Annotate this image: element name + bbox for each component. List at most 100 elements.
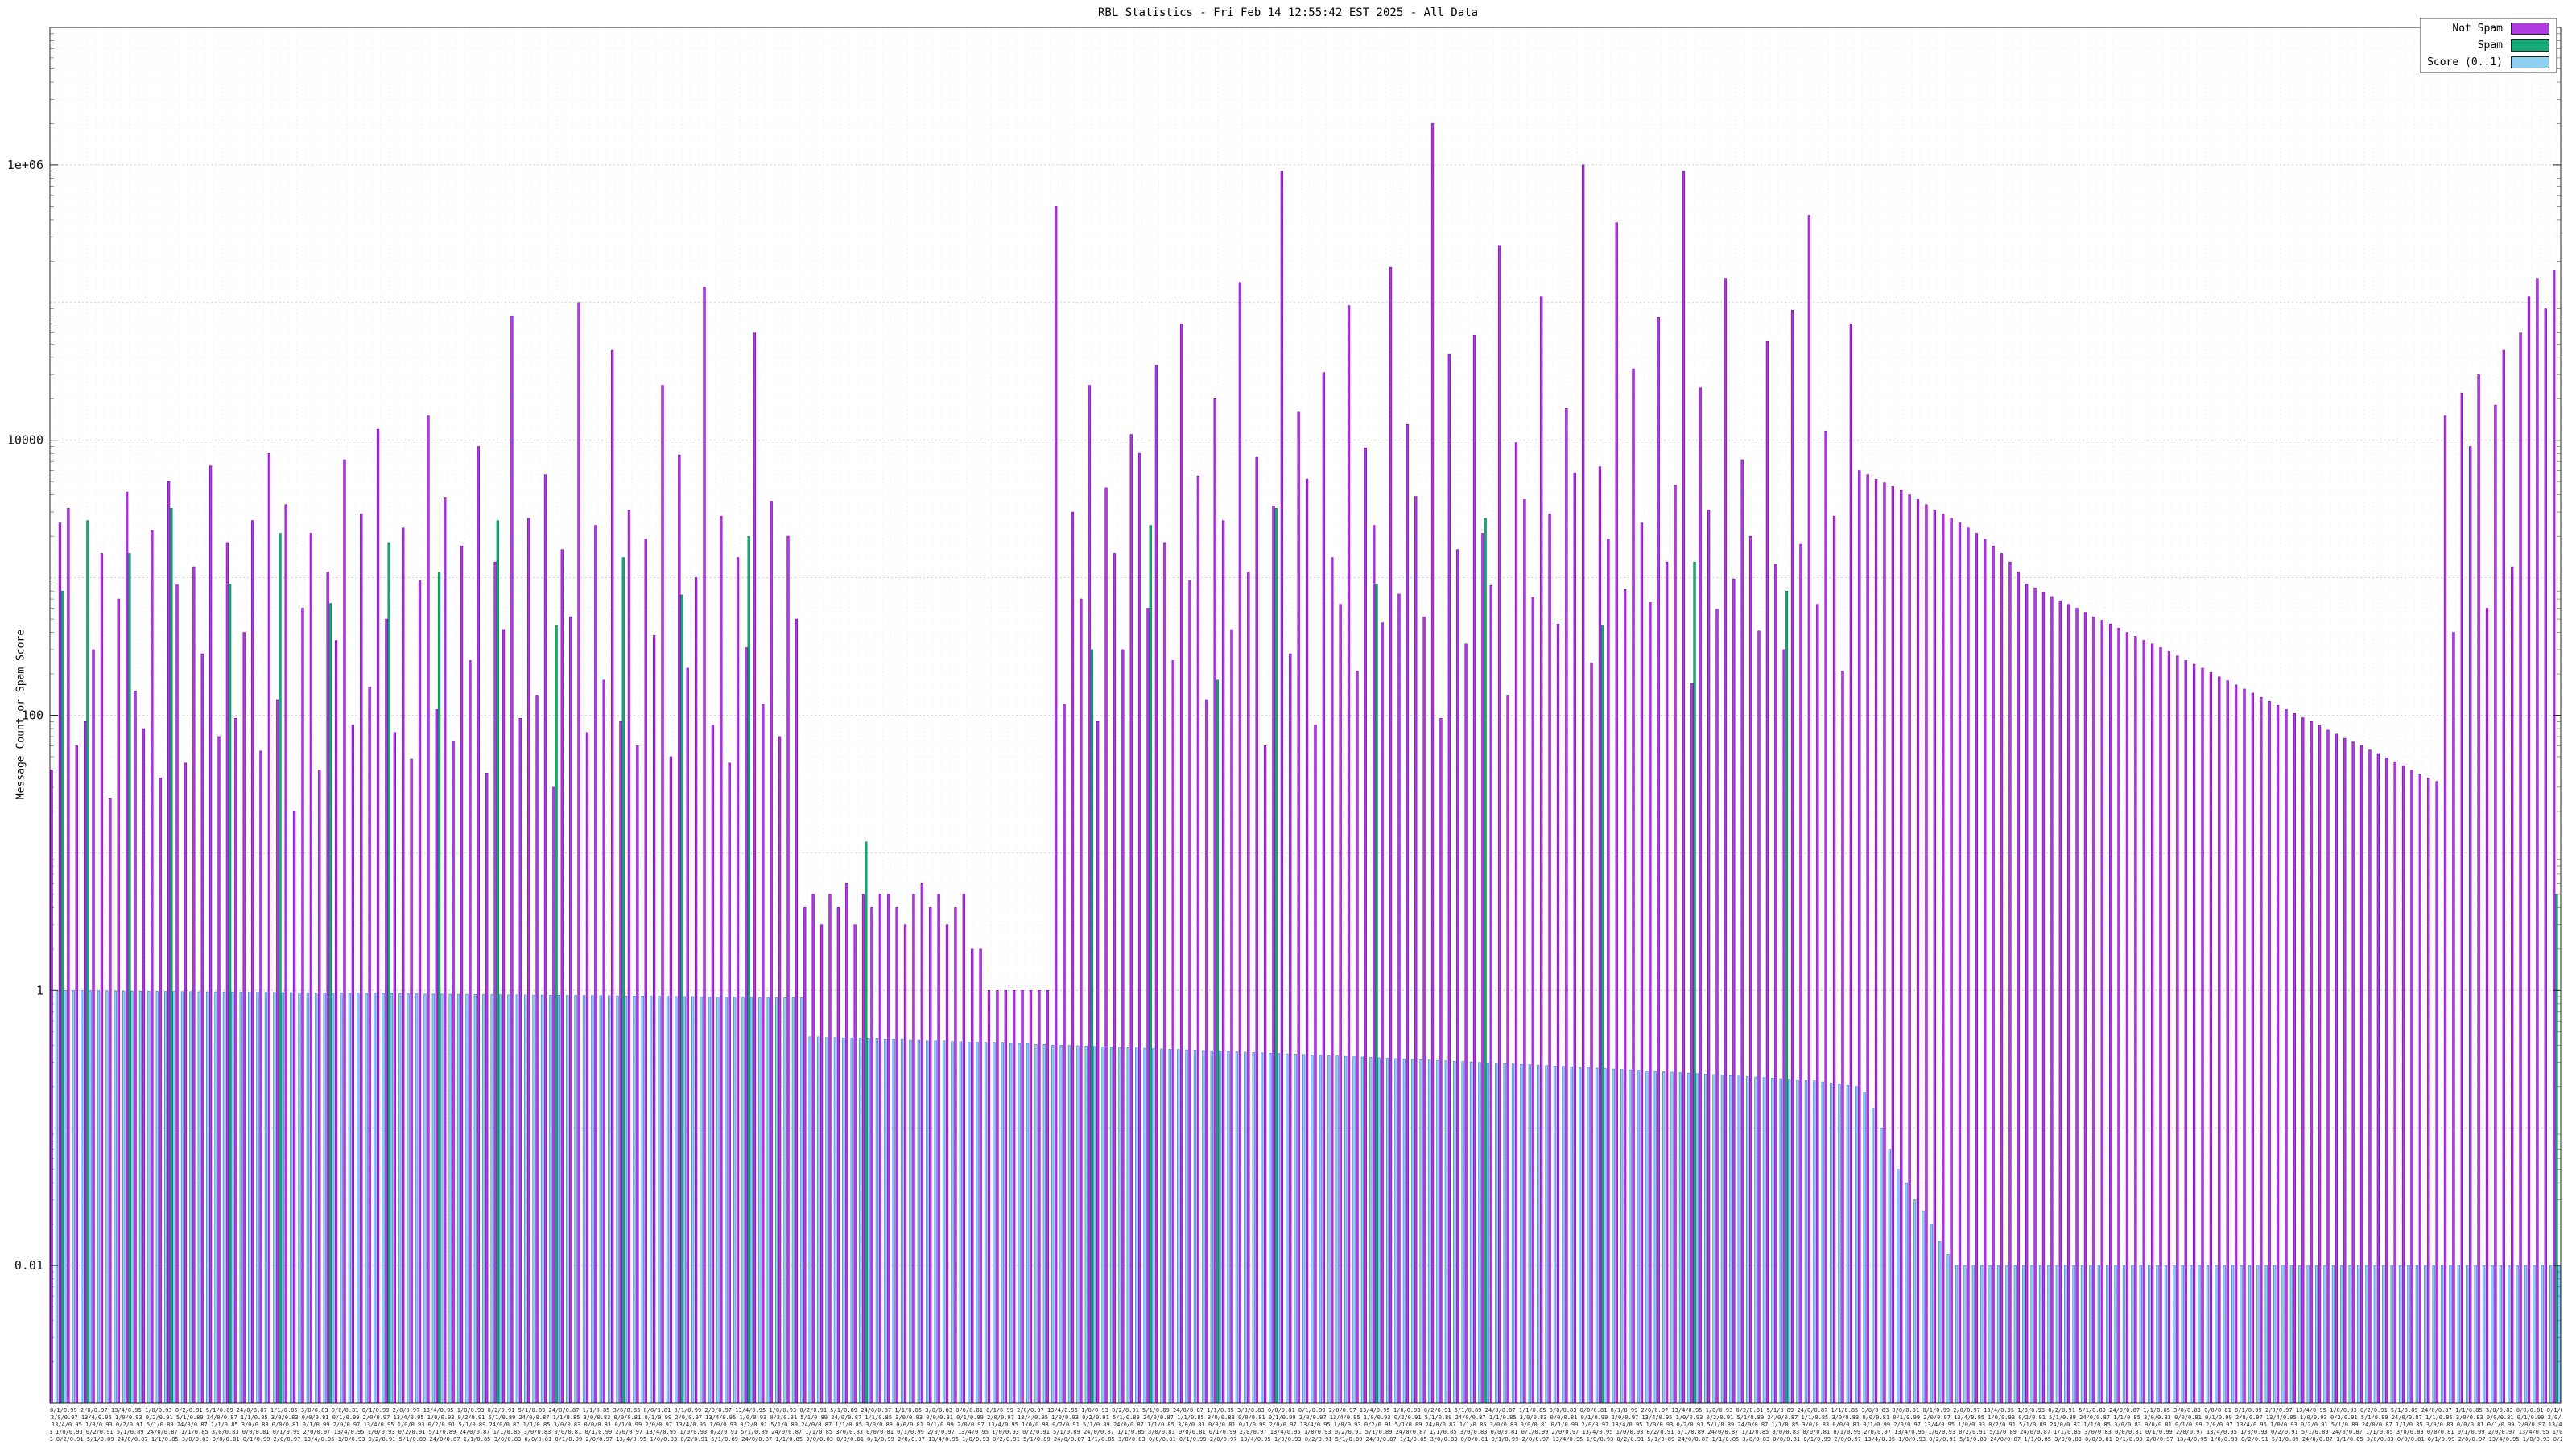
bar-not-spam	[1221, 520, 1225, 1404]
bar-score	[1980, 1265, 1984, 1404]
bar-not-spam	[117, 598, 120, 1404]
bar-not-spam	[242, 632, 246, 1404]
bar-score	[842, 1038, 845, 1404]
x-tick-noise-row: 0/1/0.99 2/0/0.97 13/4/0.95 1/0/0.93 0/2…	[50, 1407, 2562, 1414]
bar-not-spam	[2527, 296, 2531, 1404]
bar-score	[633, 996, 636, 1404]
bar-score	[976, 1042, 979, 1404]
bar-not-spam	[318, 770, 321, 1404]
bar-not-spam	[987, 990, 991, 1404]
bar-score	[532, 994, 535, 1404]
bar-score	[1352, 1056, 1356, 1404]
bar-score	[733, 997, 737, 1404]
bar-score	[2306, 1265, 2310, 1404]
bar-score	[1151, 1048, 1155, 1404]
bar-score	[1946, 1254, 1950, 1404]
bar-not-spam	[460, 545, 464, 1404]
bar-not-spam	[2050, 596, 2054, 1404]
legend: Not Spam Spam Score (0..1)	[2420, 18, 2557, 73]
bar-score	[1553, 1065, 1557, 1404]
bar-score	[2072, 1265, 2075, 1404]
bar-not-spam	[109, 798, 112, 1404]
bar-not-spam	[151, 530, 154, 1404]
bar-score	[2524, 1265, 2528, 1404]
bar-score	[2541, 1265, 2544, 1404]
bar-score	[490, 994, 493, 1404]
bar-score	[582, 995, 586, 1404]
bar-not-spam	[2368, 749, 2372, 1404]
bar-not-spam	[2326, 729, 2330, 1404]
bar-score	[1762, 1077, 1766, 1404]
bar-score	[2089, 1265, 2092, 1404]
bar-score	[1863, 1092, 1866, 1404]
bar-not-spam	[1657, 316, 1660, 1404]
bar-score	[2013, 1265, 2017, 1404]
bar-score	[2005, 1265, 2008, 1404]
bar-score	[825, 1037, 828, 1404]
bar-not-spam	[2359, 745, 2363, 1404]
bar-not-spam	[819, 924, 824, 1404]
bar-not-spam	[2201, 667, 2204, 1404]
bar-not-spam	[602, 679, 605, 1404]
bar-score	[2356, 1265, 2360, 1404]
bar-score	[1604, 1068, 1607, 1404]
bar-score	[917, 1039, 921, 1404]
bar-not-spam	[2100, 620, 2103, 1404]
bar-not-spam	[1782, 649, 1785, 1404]
bar-score	[1235, 1051, 1239, 1404]
bar-score	[398, 993, 402, 1404]
bar-score	[97, 990, 101, 1404]
bar-not-spam	[2343, 737, 2347, 1404]
bar-not-spam	[1280, 171, 1284, 1404]
bar-not-spam	[360, 514, 363, 1404]
bar-score	[1653, 1071, 1657, 1404]
bar-score	[2457, 1265, 2461, 1404]
bar-score	[2390, 1265, 2393, 1404]
bar-spam	[680, 594, 683, 1404]
bar-not-spam	[569, 616, 572, 1404]
bar-score	[1385, 1058, 1389, 1404]
bar-not-spam	[368, 687, 371, 1404]
bar-not-spam	[1523, 499, 1526, 1404]
bar-not-spam	[469, 660, 472, 1404]
bar-spam	[279, 533, 282, 1404]
bar-not-spam	[292, 811, 296, 1404]
bar-score	[2122, 1265, 2126, 1404]
bar-not-spam	[1129, 434, 1133, 1404]
bar-not-spam	[301, 608, 304, 1404]
bar-score	[1177, 1049, 1180, 1404]
bar-not-spam	[1104, 487, 1108, 1404]
bar-not-spam	[912, 894, 915, 1404]
bar-not-spam	[1866, 474, 1869, 1404]
bar-not-spam	[2075, 608, 2079, 1404]
bar-not-spam	[427, 415, 430, 1404]
bar-not-spam	[996, 990, 999, 1404]
bar-score	[1084, 1046, 1088, 1404]
bar-score	[2231, 1265, 2235, 1404]
bar-not-spam	[1364, 447, 1368, 1404]
bar-not-spam	[1900, 490, 1903, 1404]
bar-not-spam	[1029, 990, 1033, 1404]
bar-not-spam	[2485, 608, 2489, 1404]
bar-not-spam	[1565, 408, 1568, 1404]
bar-score	[2314, 1265, 2318, 1404]
bar-not-spam	[652, 635, 656, 1404]
bar-spam	[228, 584, 232, 1404]
y-tick-label: 0.01	[14, 1258, 43, 1273]
bar-not-spam	[334, 640, 338, 1404]
bar-score	[2264, 1265, 2268, 1404]
bar-not-spam	[1322, 372, 1326, 1404]
bar-not-spam	[1942, 514, 1945, 1404]
bar-not-spam	[1422, 616, 1426, 1404]
bar-score	[2491, 1265, 2494, 1404]
bar-not-spam	[1163, 542, 1166, 1404]
bar-not-spam	[527, 518, 530, 1404]
bar-score	[1436, 1059, 1439, 1404]
bar-not-spam	[2150, 643, 2154, 1404]
bar-not-spam	[2393, 761, 2396, 1404]
bar-score	[1855, 1086, 1858, 1404]
bar-score	[791, 997, 795, 1404]
bar-spam	[1090, 649, 1094, 1404]
bar-not-spam	[1171, 660, 1174, 1404]
bar-not-spam	[1213, 398, 1216, 1404]
